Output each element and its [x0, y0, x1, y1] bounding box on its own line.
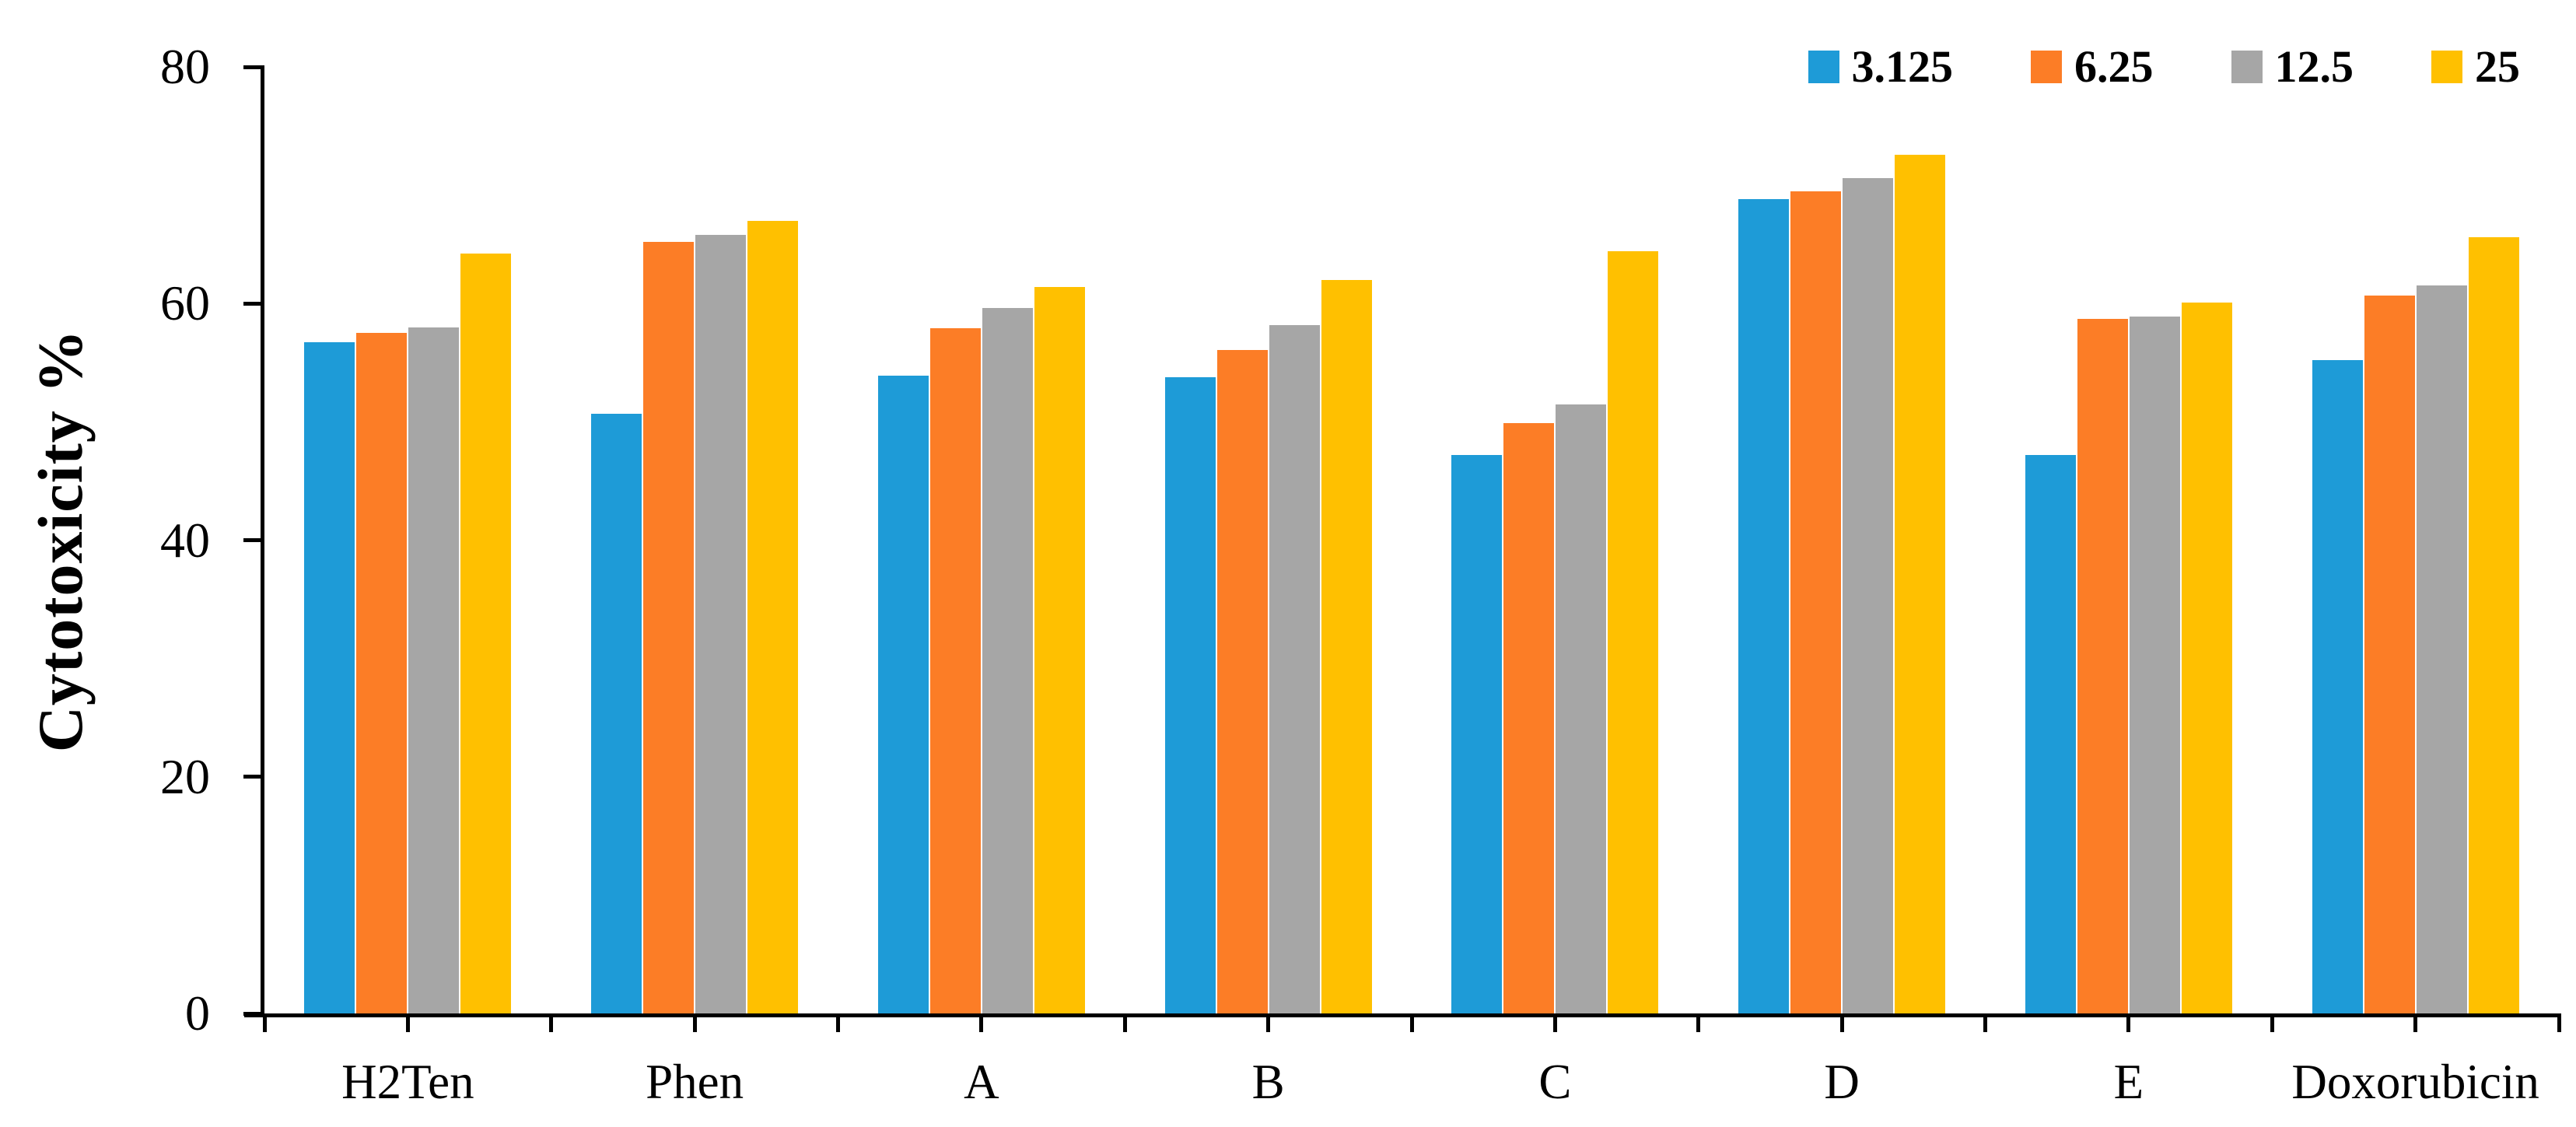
- y-axis-tick: [243, 775, 264, 779]
- y-axis-tick-label: 0: [185, 985, 210, 1041]
- bar-A-6.25: [929, 328, 981, 1013]
- bar-Phen-12.5: [695, 235, 747, 1013]
- bar-Phen-3.125: [591, 413, 642, 1013]
- y-axis-tick-label: 80: [160, 39, 210, 94]
- bar-H2Ten-3.125: [304, 342, 355, 1013]
- bar-A-12.5: [982, 308, 1033, 1013]
- x-axis-tick: [692, 1013, 697, 1032]
- bar-group-A: [838, 67, 1125, 1013]
- bar-group-B: [1125, 67, 1412, 1013]
- legend-label: 12.5: [2274, 41, 2354, 92]
- bar-group-H2Ten: [264, 67, 551, 1013]
- legend-label: 3.125: [1851, 41, 1954, 92]
- bar-H2Ten-6.25: [356, 333, 408, 1013]
- y-axis-tick: [243, 538, 264, 542]
- x-axis-tick: [1696, 1013, 1701, 1032]
- legend-item-12.5: 12.5: [2231, 40, 2354, 93]
- bar-E-25: [2181, 302, 2232, 1013]
- bar-H2Ten-25: [460, 254, 512, 1013]
- x-axis-tick: [1983, 1013, 1987, 1032]
- x-axis-category-label: Phen: [646, 1055, 744, 1109]
- bar-Doxorubicin-12.5: [2416, 285, 2467, 1013]
- bar-A-3.125: [877, 376, 929, 1013]
- bar-D-3.125: [1738, 199, 1790, 1013]
- x-axis-tick: [549, 1013, 554, 1032]
- y-axis-line: [261, 67, 264, 1017]
- bar-Phen-25: [747, 220, 799, 1013]
- plot-area: 0 20 40 60 80 H2Ten Phen A B C D E Doxorubicin: [160, 39, 2561, 1109]
- legend-marker-icon: [1808, 50, 1839, 83]
- legend: 3.125 6.25 12.5 25: [1808, 40, 2520, 93]
- bar-group-D: [1699, 67, 1986, 1013]
- x-axis-category-label: C: [1538, 1055, 1572, 1109]
- bar-Doxorubicin-3.125: [2312, 360, 2363, 1013]
- bar-Phen-6.25: [643, 242, 695, 1013]
- y-axis-tick-label: 60: [160, 275, 210, 331]
- bar-C-12.5: [1556, 404, 1607, 1013]
- y-axis-tick: [243, 65, 264, 69]
- legend-item-25: 25: [2431, 40, 2520, 93]
- legend-marker-icon: [2431, 50, 2462, 83]
- x-axis-tick: [979, 1013, 984, 1032]
- bar-group-C: [1412, 67, 1699, 1013]
- x-axis-tick: [1552, 1013, 1557, 1032]
- legend-item-3.125: 3.125: [1808, 40, 1954, 93]
- bar-D-6.25: [1790, 191, 1842, 1013]
- x-axis-tick: [1266, 1013, 1271, 1032]
- bar-C-3.125: [1451, 454, 1503, 1013]
- x-axis-tick: [1839, 1013, 1844, 1032]
- x-axis-tick: [262, 1013, 267, 1032]
- bar-E-12.5: [2129, 316, 2180, 1013]
- bar-D-25: [1895, 154, 1946, 1013]
- x-axis-category-label: H2Ten: [341, 1055, 474, 1109]
- legend-marker-icon: [2231, 50, 2263, 83]
- legend-label: 25: [2475, 41, 2520, 92]
- x-axis-category-label: E: [2113, 1055, 2144, 1109]
- bar-group-Phen: [551, 67, 838, 1013]
- y-axis-tick-label: 20: [160, 748, 210, 804]
- bar-B-3.125: [1164, 376, 1216, 1013]
- bar-B-6.25: [1216, 349, 1268, 1013]
- x-axis-tick: [1122, 1013, 1127, 1032]
- x-axis-tick: [1409, 1013, 1414, 1032]
- x-axis-tick: [836, 1013, 840, 1032]
- bar-E-6.25: [2077, 319, 2128, 1013]
- x-axis-category-label: Doxorubicin: [2291, 1055, 2539, 1109]
- bar-Doxorubicin-25: [2468, 237, 2519, 1013]
- bar-Doxorubicin-6.25: [2364, 295, 2415, 1013]
- bar-C-25: [1608, 251, 1659, 1013]
- x-axis-category-label: D: [1824, 1055, 1860, 1109]
- bar-C-6.25: [1503, 422, 1555, 1013]
- bar-D-12.5: [1843, 178, 1894, 1013]
- x-axis-line: [244, 1013, 2559, 1017]
- legend-label: 6.25: [2074, 41, 2154, 92]
- y-axis-tick: [243, 1011, 264, 1016]
- x-axis-category-label: B: [1251, 1055, 1285, 1109]
- x-axis-tick: [2557, 1013, 2561, 1032]
- bar-group-E: [1986, 67, 2273, 1013]
- y-axis-tick: [243, 301, 264, 306]
- x-axis-tick: [2270, 1013, 2274, 1032]
- y-axis-tick-label: 40: [160, 512, 210, 568]
- bar-B-12.5: [1269, 324, 1320, 1013]
- x-axis-tick: [2126, 1013, 2131, 1032]
- bar-H2Ten-12.5: [408, 327, 460, 1013]
- bar-E-3.125: [2025, 454, 2076, 1013]
- legend-marker-icon: [2031, 50, 2062, 83]
- x-axis-tick: [2413, 1013, 2418, 1032]
- legend-item-6.25: 6.25: [2031, 40, 2154, 93]
- x-axis-category-label: A: [964, 1055, 999, 1109]
- x-axis-tick: [405, 1013, 410, 1032]
- bar-A-25: [1034, 286, 1085, 1013]
- bar-group-Doxorubicin: [2272, 67, 2559, 1013]
- bar-B-25: [1321, 279, 1372, 1013]
